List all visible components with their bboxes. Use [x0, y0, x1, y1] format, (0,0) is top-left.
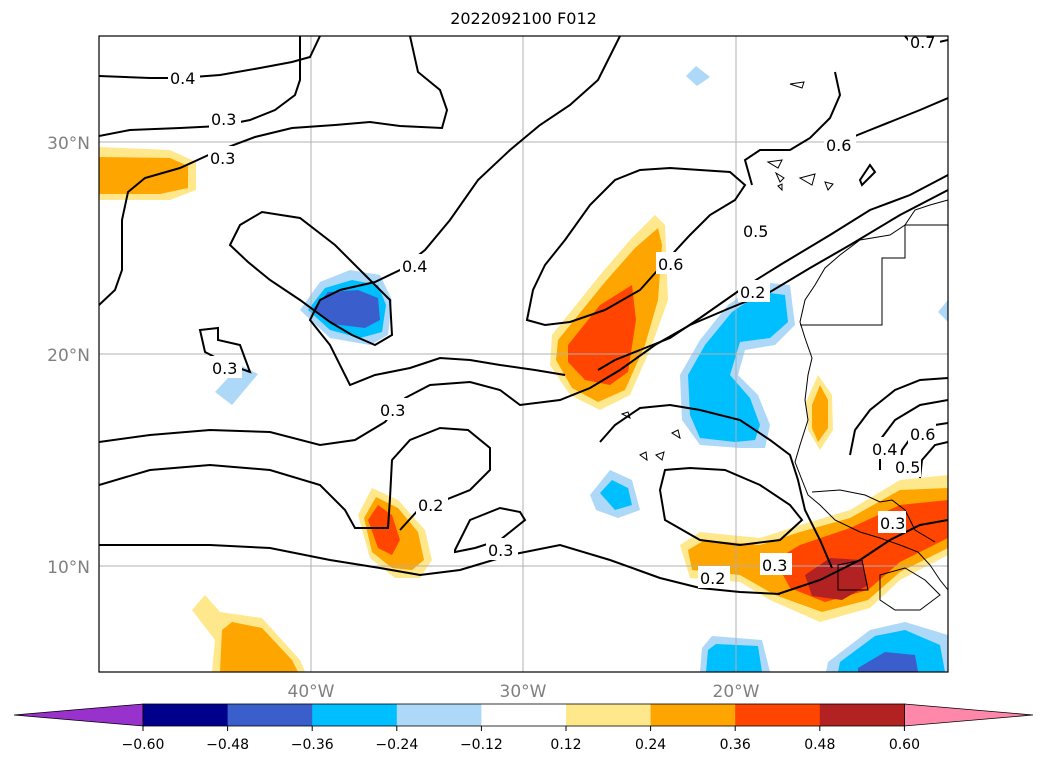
map-plot-area: 0.4 0.3 0.3 0.4 0.3 0.3 0.2 0.3 0.6 0.5 …: [99, 33, 948, 672]
contour-label-group: 0.4 0.3 0.3 0.4 0.3 0.3 0.2 0.3 0.6 0.5 …: [168, 33, 940, 588]
contour-label: 0.5: [743, 222, 768, 241]
contour-label: 0.4: [872, 440, 897, 459]
colorbar-segment: [650, 704, 736, 726]
coastlines: [620, 81, 948, 611]
colorbar-extend-min: [13, 703, 144, 727]
positive-anomaly-region: [812, 385, 828, 442]
positive-anomaly-region: [220, 622, 298, 672]
colorbar-segment: [735, 704, 821, 726]
colorbar-tick-label: −0.60: [122, 737, 165, 753]
latitude-label: 30°N: [47, 134, 90, 154]
map-title: 2022092100 F012: [450, 9, 597, 28]
contour-label: 0.5: [895, 458, 920, 477]
positive-anomaly-region: [99, 157, 188, 194]
contour-label: 0.4: [170, 69, 195, 88]
negative-anomaly-region: [215, 365, 258, 405]
colorbar-tick-label: 0.12: [550, 737, 581, 753]
map-frame: [98, 35, 949, 673]
longitude-label: 40°W: [288, 682, 335, 702]
negative-anomaly-region: [600, 480, 632, 510]
colorbar-tick-label: −0.24: [375, 737, 418, 753]
contour-label: 0.2: [418, 496, 443, 515]
negative-anomaly-region: [688, 292, 788, 442]
longitude-label: 20°W: [713, 682, 760, 702]
negative-anomaly-region: [838, 630, 945, 672]
colorbar-segment: [312, 704, 398, 726]
negative-anomaly-region: [858, 652, 918, 672]
contour-label: 0.3: [212, 359, 237, 378]
contour-label: 0.6: [910, 425, 935, 444]
contour-label: 0.3: [762, 556, 787, 575]
negative-anomaly-region: [686, 66, 710, 86]
colorbar-extend-max: [904, 703, 1034, 727]
colorbar-segment: [481, 704, 567, 726]
positive-anomaly-region: [368, 505, 400, 555]
latitude-label: 20°N: [47, 346, 90, 366]
colorbar-tick-label: 0.60: [889, 737, 920, 753]
colorbar-tick-label: 0.36: [720, 737, 751, 753]
positive-anomaly-region: [568, 285, 636, 385]
contour-label: 0.3: [210, 149, 235, 168]
colorbar-tick-label: −0.12: [460, 737, 503, 753]
contour-label: 0.3: [488, 541, 513, 560]
latitude-label: 10°N: [47, 558, 90, 578]
contour-label: 0.6: [826, 136, 851, 155]
colorbar-frame: [142, 703, 905, 727]
contour-label: 0.3: [380, 401, 405, 420]
longitude-label: 30°W: [500, 682, 547, 702]
contour-label: 0.2: [740, 283, 765, 302]
contour-lines: [99, 36, 948, 595]
negative-anomaly-region: [938, 300, 948, 322]
colorbar-tick-label: −0.36: [291, 737, 334, 753]
contour-label: 0.6: [658, 255, 683, 274]
negative-anomaly-region: [312, 290, 380, 328]
contour-label: 0.3: [211, 110, 236, 129]
contour-label: 0.3: [880, 514, 905, 533]
colorbar: −0.60 −0.48 −0.36 −0.24 −0.12 0.12 0.24 0.36 0.4…: [13, 703, 1034, 753]
contour-label: 0.4: [402, 257, 427, 276]
colorbar-tick-label: −0.48: [206, 737, 249, 753]
negative-anomaly-region: [706, 644, 762, 672]
colorbar-segment: [227, 704, 313, 726]
colorbar-segment: [566, 704, 652, 726]
colorbar-tick-label: 0.24: [635, 737, 666, 753]
colorbar-segment: [819, 704, 905, 726]
colorbar-segment: [396, 704, 482, 726]
contour-label: 0.7: [910, 33, 935, 52]
contour-label: 0.2: [700, 569, 725, 588]
colorbar-segment: [143, 704, 229, 726]
colorbar-tick-label: 0.48: [804, 737, 835, 753]
